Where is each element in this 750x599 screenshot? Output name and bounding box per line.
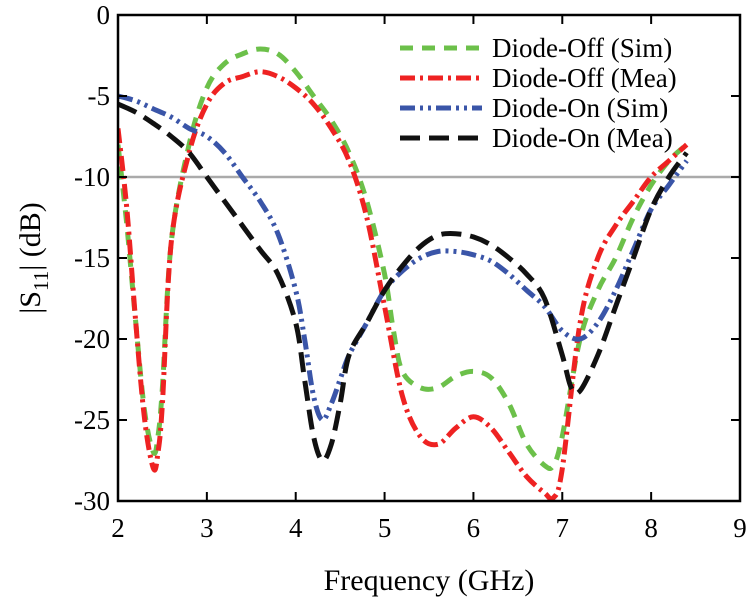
x-tick-label: 9 — [733, 513, 747, 543]
legend-label: Diode-On (Sim) — [492, 93, 668, 123]
x-tick-label: 4 — [289, 513, 303, 543]
y-tick-label: -5 — [88, 81, 111, 111]
y-tick-label: -10 — [74, 162, 110, 192]
x-tick-label: 8 — [644, 513, 658, 543]
series-line-4 — [118, 101, 689, 464]
legend-label: Diode-Off (Sim) — [492, 33, 672, 63]
y-tick-label: -20 — [74, 324, 110, 354]
x-tick-label: 5 — [378, 513, 392, 543]
series-line-3 — [118, 93, 689, 423]
y-tick-label: 0 — [97, 0, 111, 30]
legend: Diode-Off (Sim)Diode-Off (Mea)Diode-On (… — [400, 33, 677, 153]
x-tick-label: 6 — [467, 513, 481, 543]
series-line-2 — [118, 69, 689, 501]
y-tick-label: -30 — [74, 486, 110, 516]
y-tick-label: -25 — [74, 405, 110, 435]
x-tick-label: 2 — [111, 513, 125, 543]
y-tick-label: -15 — [74, 243, 110, 273]
x-tick-label: 3 — [200, 513, 214, 543]
legend-label: Diode-On (Mea) — [492, 123, 673, 153]
y-axis-label: |S11| (dB) — [14, 202, 53, 313]
ticks-layer: 2 3 4 5 6 7 8 9 0 -5 -10 -15 -20 -25 -30 — [74, 0, 747, 543]
legend-label: Diode-Off (Mea) — [492, 63, 677, 93]
curves-layer — [118, 46, 689, 501]
x-tick-label: 7 — [556, 513, 570, 543]
x-axis-label: Frequency (GHz) — [324, 564, 535, 597]
